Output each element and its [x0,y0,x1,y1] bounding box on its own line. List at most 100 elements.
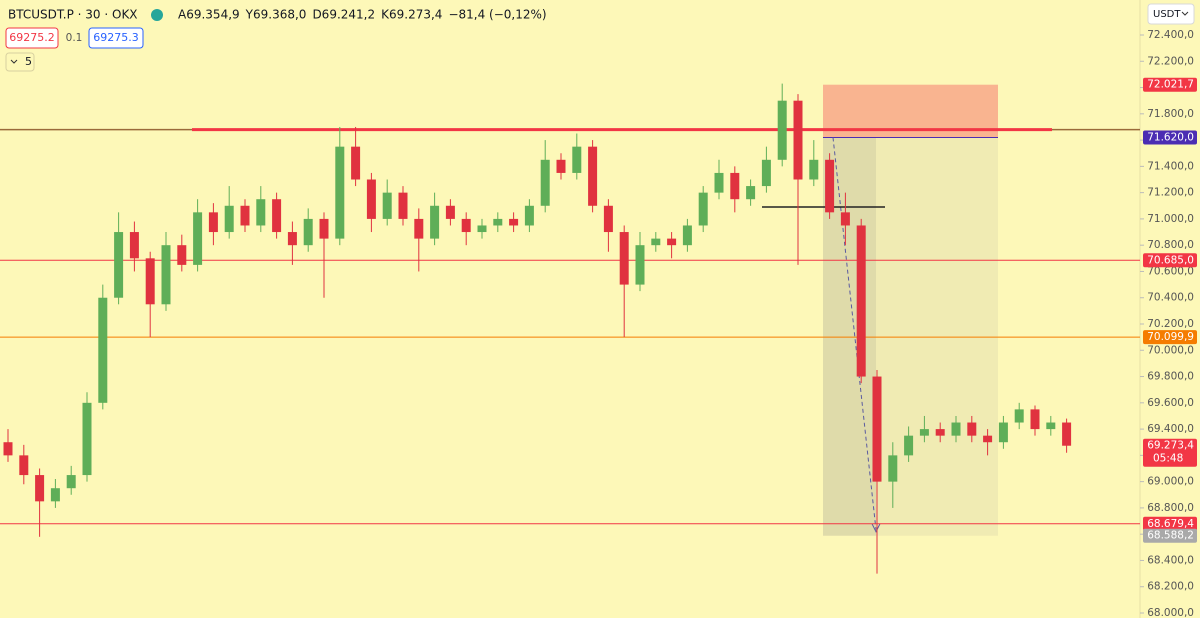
candle-body [430,205,440,239]
ohlc-value: K69.273,4 [381,8,442,22]
level-tag [1143,516,1197,531]
candle-body [603,205,613,233]
candle-body [35,475,45,502]
candle-body [161,245,171,305]
currency[interactable]: USDT [1153,9,1181,20]
symbol[interactable]: BTCUSDT.P · 30 · OKX [8,8,138,22]
countdown: 05:48 [1153,453,1183,465]
candle-body [366,179,376,219]
candle-body [825,159,835,213]
chevron [10,59,18,64]
candle-body [414,218,424,239]
candle-body [477,225,487,233]
y-tick-label: 71.000,0 [1147,213,1194,225]
candle-body [667,238,677,246]
candle-body [240,205,250,226]
candle-body [967,422,977,436]
y-tick-label: 71.800,0 [1147,108,1194,120]
candle-body [287,232,297,246]
status-dot [151,9,163,21]
candle-body [746,186,756,200]
buy-price[interactable]: 69275.3 [93,31,139,44]
plot [0,83,1140,574]
sell-button[interactable] [5,27,59,49]
position-tag [1143,130,1197,145]
candle-body [856,225,866,377]
candle-body [872,376,882,482]
y-tick-label: 68.000,0 [1147,607,1194,618]
candle-body [208,212,218,233]
y-tick-label: 69.000,0 [1147,476,1194,488]
position-tag [1143,528,1197,543]
candle-body [129,232,139,259]
candle-body [588,146,598,206]
y-tick-label: 70.000,0 [1147,344,1194,356]
position-tag-label: 68.588,2 [1147,530,1194,542]
candle-body [682,225,692,246]
candle-body [193,212,203,265]
indicator-count[interactable]: 5 [25,55,32,68]
candle-body [445,205,455,219]
level-tag-label: 70.099,9 [1147,331,1194,343]
candle-body [524,205,534,226]
candle-body [398,192,408,219]
candle-body [919,429,929,436]
candle-body [983,435,993,443]
candle-body [840,212,850,226]
candle-body [935,429,945,436]
candle-body [382,192,392,219]
candle-body [3,442,13,456]
candle-body [761,159,771,187]
ohlc-value: A69.354,9 [178,8,240,22]
y-tick-label: 69.600,0 [1147,397,1194,409]
chevron [1181,11,1189,16]
position-tag-label: 72.021,7 [1147,79,1194,91]
currency-button[interactable] [1147,3,1195,25]
indicators-toggle[interactable] [5,52,35,72]
position-tag-label: 71.620,0 [1147,131,1194,143]
target-zone [823,137,998,536]
y-tick-label: 70.800,0 [1147,239,1194,251]
spread: 0.1 [66,32,83,44]
trajectory [832,137,877,530]
y-tick-label: 69.400,0 [1147,423,1194,435]
candle-body [888,455,898,482]
candle-body [351,146,361,180]
candle-body [493,218,503,226]
ohlc-value: −81,4 (−0,12%) [448,8,546,22]
candle-body [256,199,266,226]
y-tick-label: 71.400,0 [1147,160,1194,172]
y-tick-label: 72.400,0 [1147,29,1194,41]
ohlc-legend: A69.354,9 Y69.368,0 D69.241,2 K69.273,4 −81,… [178,8,547,22]
candle-body [1014,409,1024,423]
candle-body [50,488,60,502]
y-tick-label: 70.200,0 [1147,318,1194,330]
arrow-head [871,523,881,533]
candle-body [540,159,550,206]
candle-body [951,422,961,436]
y-tick-label: 68.200,0 [1147,581,1194,593]
y-tick-label: 68.400,0 [1147,554,1194,566]
candle-body [98,297,108,403]
candle-body [335,146,345,239]
candle-body [572,146,582,173]
candle-body [224,205,234,233]
candle-body [82,402,92,476]
candle-body [556,159,566,173]
candle-body [1030,409,1040,430]
buy-button[interactable] [88,27,144,49]
candle-body [635,245,645,285]
candle-body [1046,422,1056,430]
y-tick-label: 70.400,0 [1147,292,1194,304]
candle-body [114,232,124,298]
ohlc-value: Y69.368,0 [245,8,307,22]
candle-body [698,192,708,226]
level-tag [1143,330,1197,345]
y-tick-label: 72.200,0 [1147,55,1194,67]
candle-body [177,245,187,265]
level-tag-label: 70.685,0 [1147,254,1194,266]
sell-price[interactable]: 69275.2 [9,31,55,44]
